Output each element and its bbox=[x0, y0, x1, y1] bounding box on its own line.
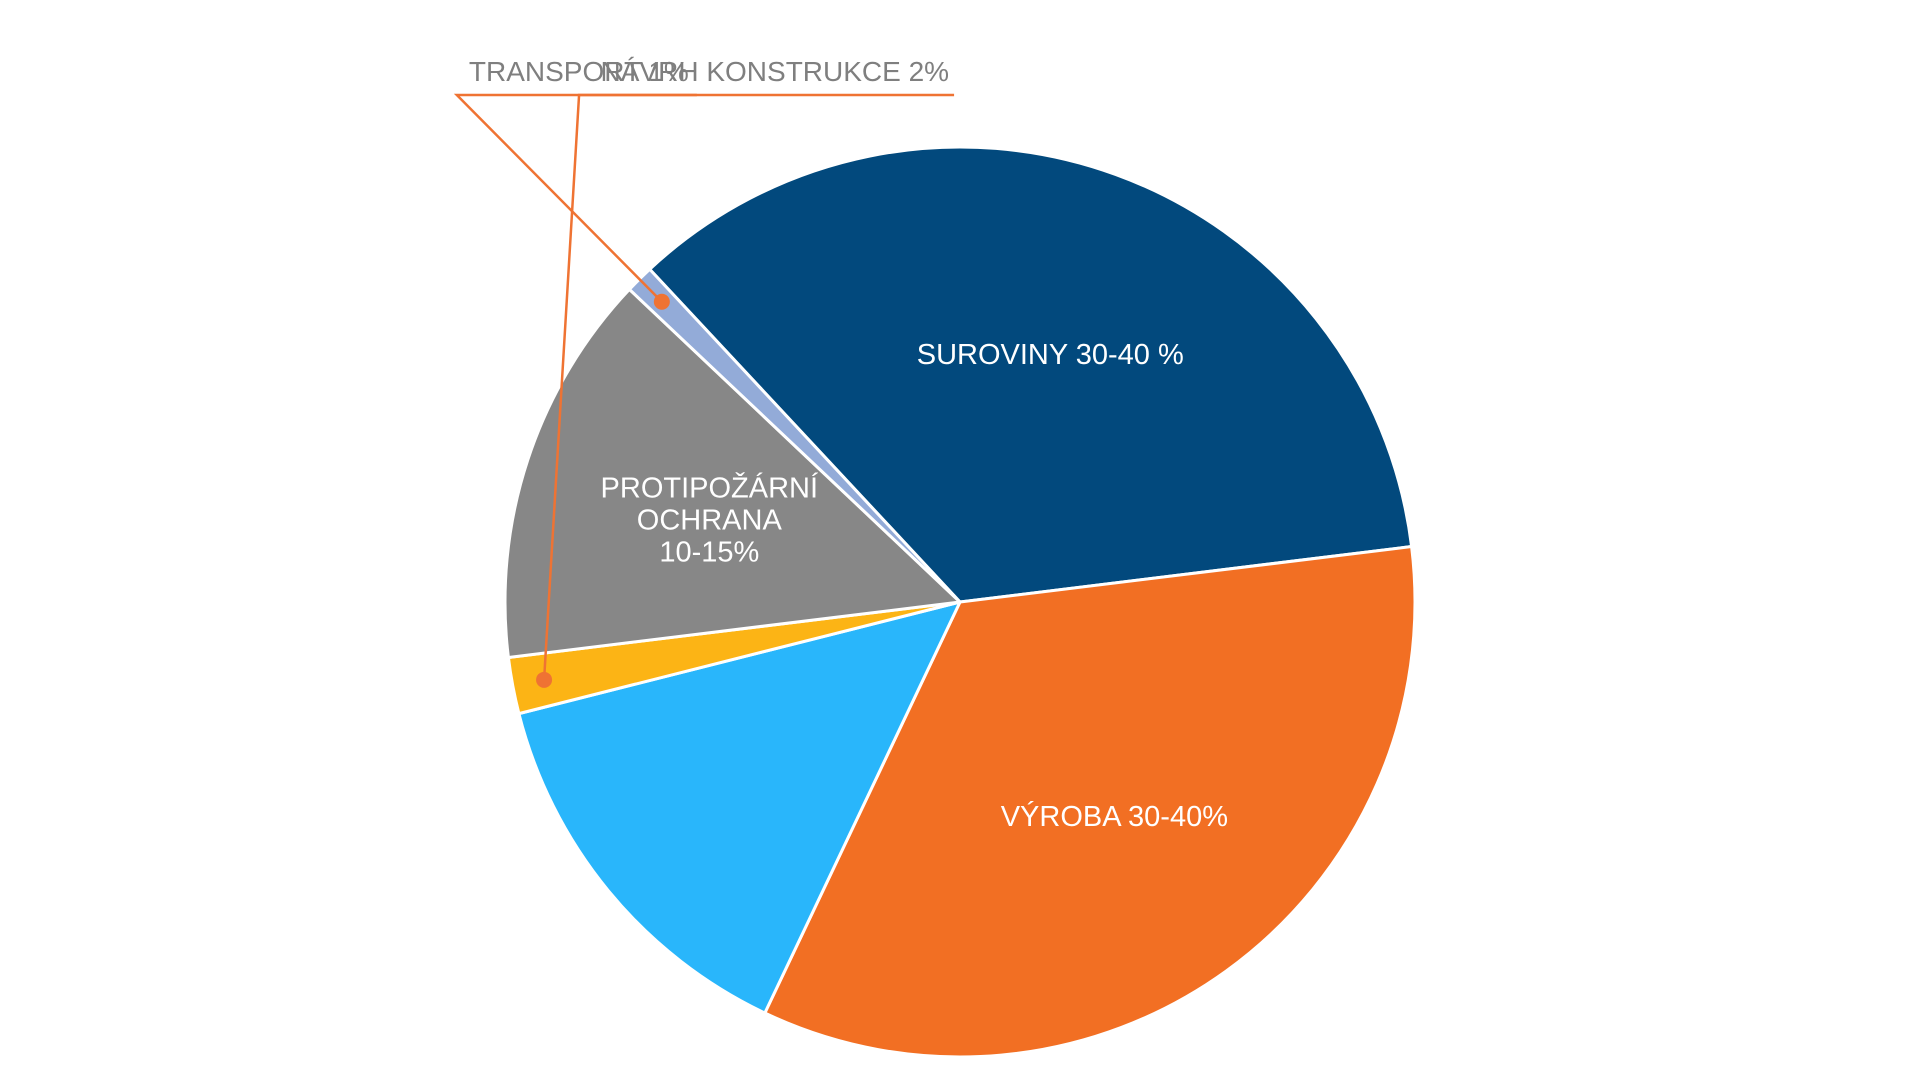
slice-label-ochrana-line-2: OCHRANA bbox=[637, 505, 783, 537]
callout-lines bbox=[453, 93, 955, 688]
slice-label-ochrana-line-3: 10-15% bbox=[659, 537, 759, 569]
pie-slice-suroviny bbox=[648, 145, 1414, 604]
pie-slice-ostatni bbox=[517, 600, 962, 1015]
slice-label-suroviny: SUROVINY 30-40 % bbox=[917, 339, 1184, 371]
slice-label-vyroba: VÝROBA 30-40% bbox=[1001, 800, 1228, 833]
pie-slice-ochrana bbox=[503, 287, 962, 659]
pie-labels: SUROVINY 30-40 % VÝROBA 30-40% NÁVRH KONST… bbox=[469, 56, 1228, 833]
slice-label-navrh: NÁVRH KONSTRUKCE 2% bbox=[601, 56, 950, 87]
pie-slices bbox=[503, 145, 1417, 1059]
slice-label-ochrana-line-1: PROTIPOŽÁRNÍ bbox=[601, 472, 819, 505]
callout-line-transport bbox=[453, 93, 697, 303]
callout-dot-transport bbox=[653, 293, 670, 310]
slice-label-transport: TRANSPORT 1% bbox=[469, 56, 689, 87]
callout-dot-navrh bbox=[536, 671, 553, 688]
